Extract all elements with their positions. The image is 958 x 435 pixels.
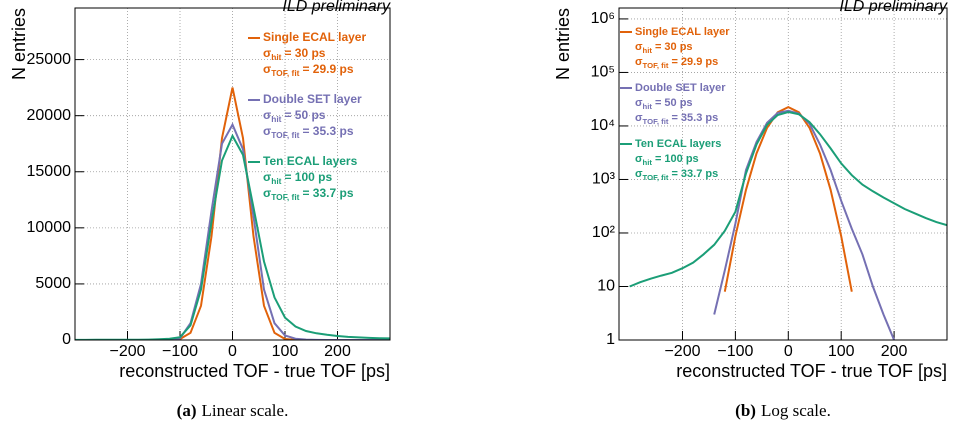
symbol: σ bbox=[263, 186, 271, 200]
series-line bbox=[629, 110, 947, 288]
x-axis-label: reconstructed TOF - true TOF [ps] bbox=[676, 361, 947, 381]
caption: (b) Log scale. bbox=[735, 401, 831, 420]
annotation-text: = 30 ps bbox=[655, 41, 693, 53]
annotation: σhit = 50 ps bbox=[263, 108, 326, 124]
symbol: σ bbox=[635, 97, 643, 109]
legend-label: Double SET layer bbox=[263, 92, 362, 106]
annotation: σhit = 100 ps bbox=[635, 153, 699, 167]
caption-label: (b) bbox=[735, 401, 756, 420]
y-tick-label: 10³ bbox=[592, 171, 616, 188]
caption: (a) Linear scale. bbox=[177, 401, 289, 420]
x-tick-label: 200 bbox=[881, 343, 908, 360]
symbol: σ bbox=[635, 112, 643, 124]
y-tick-label: 10000 bbox=[27, 219, 72, 236]
subscript: TOF, fit bbox=[271, 68, 299, 78]
x-tick-label: −200 bbox=[664, 343, 700, 360]
annotation-text: = 33.7 ps bbox=[671, 168, 718, 180]
symbol: σ bbox=[263, 124, 271, 138]
symbol: σ bbox=[635, 41, 643, 53]
subscript: TOF, fit bbox=[643, 117, 669, 126]
subscript: TOF, fit bbox=[271, 130, 299, 140]
y-tick-label: 15000 bbox=[27, 163, 72, 180]
subscript: TOF, fit bbox=[271, 192, 299, 202]
annotation: σTOF, fit = 35.3 ps bbox=[263, 124, 354, 140]
annotation-text: = 35.3 ps bbox=[302, 124, 353, 138]
plot-frame bbox=[618, 7, 948, 341]
annotation-text: = 50 ps bbox=[655, 97, 693, 109]
subscript: TOF, fit bbox=[643, 61, 669, 70]
series-line bbox=[75, 87, 390, 340]
legend-label: Single ECAL layer bbox=[263, 30, 366, 44]
annotation: σhit = 30 ps bbox=[263, 46, 326, 62]
y-tick-label: 20000 bbox=[27, 107, 72, 124]
y-tick-label: 25000 bbox=[27, 51, 72, 68]
x-tick-label: 200 bbox=[324, 343, 351, 360]
subscript: hit bbox=[271, 176, 281, 186]
y-tick-label: 5000 bbox=[35, 275, 71, 292]
annotation-text: = 33.7 ps bbox=[302, 186, 353, 200]
annotation: σTOF, fit = 29.9 ps bbox=[635, 56, 718, 70]
annotation: σhit = 50 ps bbox=[635, 97, 693, 111]
annotation: σTOF, fit = 33.7 ps bbox=[635, 168, 718, 182]
y-tick-label: 10⁴ bbox=[590, 117, 615, 134]
legend-label: Ten ECAL layers bbox=[635, 138, 721, 150]
legend-label: Ten ECAL layers bbox=[263, 154, 358, 168]
y-axis-label: N entries bbox=[9, 8, 29, 80]
x-tick-label: 100 bbox=[828, 343, 855, 360]
x-tick-label: −100 bbox=[717, 343, 753, 360]
x-tick-label: 0 bbox=[784, 343, 793, 360]
y-tick-label: 10² bbox=[592, 224, 616, 241]
caption-text: Log scale. bbox=[761, 401, 831, 420]
symbol: σ bbox=[635, 153, 643, 165]
chart-title: ILD preliminary bbox=[839, 0, 948, 15]
symbol: σ bbox=[263, 170, 271, 184]
annotation-text: = 29.9 ps bbox=[302, 62, 353, 76]
subscript: hit bbox=[643, 102, 653, 111]
annotation-text: = 29.9 ps bbox=[671, 56, 718, 68]
series-line bbox=[75, 122, 390, 340]
annotation: σTOF, fit = 35.3 ps bbox=[635, 112, 718, 126]
x-tick-label: −100 bbox=[162, 343, 198, 360]
y-tick-label: 10⁵ bbox=[591, 64, 615, 81]
annotation: σhit = 100 ps bbox=[263, 170, 332, 186]
y-tick-label: 0 bbox=[62, 331, 71, 348]
x-tick-label: 100 bbox=[272, 343, 299, 360]
subscript: hit bbox=[643, 46, 653, 55]
symbol: σ bbox=[263, 108, 271, 122]
series-line bbox=[713, 109, 896, 340]
legend-label: Double SET layer bbox=[635, 82, 726, 94]
legend-label: Single ECAL layer bbox=[635, 26, 730, 38]
chart-title: ILD preliminary bbox=[282, 0, 391, 15]
y-tick-label: 10 bbox=[597, 278, 615, 295]
x-tick-label: 0 bbox=[228, 343, 237, 360]
symbol: σ bbox=[635, 168, 643, 180]
symbol: σ bbox=[263, 46, 271, 60]
plot-frame bbox=[74, 7, 391, 341]
panel: −200 −100 0 100 200 1 10 10² 10³ 10⁴ 10⁵ 10⁶ Single … bbox=[553, 0, 948, 420]
annotation: σTOF, fit = 33.7 ps bbox=[263, 186, 354, 202]
y-tick-label: 1 bbox=[606, 331, 615, 348]
x-axis-label: reconstructed TOF - true TOF [ps] bbox=[119, 361, 390, 381]
annotation-text: = 30 ps bbox=[284, 46, 325, 60]
caption-text: Linear scale. bbox=[201, 401, 288, 420]
symbol: σ bbox=[263, 62, 271, 76]
y-tick-label: 10⁶ bbox=[591, 10, 615, 27]
subscript: hit bbox=[643, 158, 653, 167]
y-axis-label: N entries bbox=[553, 8, 573, 80]
symbol: σ bbox=[635, 56, 643, 68]
annotation: σhit = 30 ps bbox=[635, 41, 693, 55]
subscript: hit bbox=[271, 114, 281, 124]
panel: −200 −100 0 100 200 0 5000 10000 15000 20000 25000… bbox=[9, 0, 391, 420]
subscript: hit bbox=[271, 52, 281, 62]
x-tick-label: −200 bbox=[109, 343, 145, 360]
caption-label: (a) bbox=[177, 401, 197, 420]
annotation: σTOF, fit = 29.9 ps bbox=[263, 62, 354, 78]
annotation-text: = 100 ps bbox=[655, 153, 699, 165]
annotation-text: = 100 ps bbox=[284, 170, 332, 184]
series-line bbox=[723, 105, 853, 292]
annotation-text: = 50 ps bbox=[284, 108, 325, 122]
subscript: TOF, fit bbox=[643, 173, 669, 182]
annotation-text: = 35.3 ps bbox=[671, 112, 718, 124]
